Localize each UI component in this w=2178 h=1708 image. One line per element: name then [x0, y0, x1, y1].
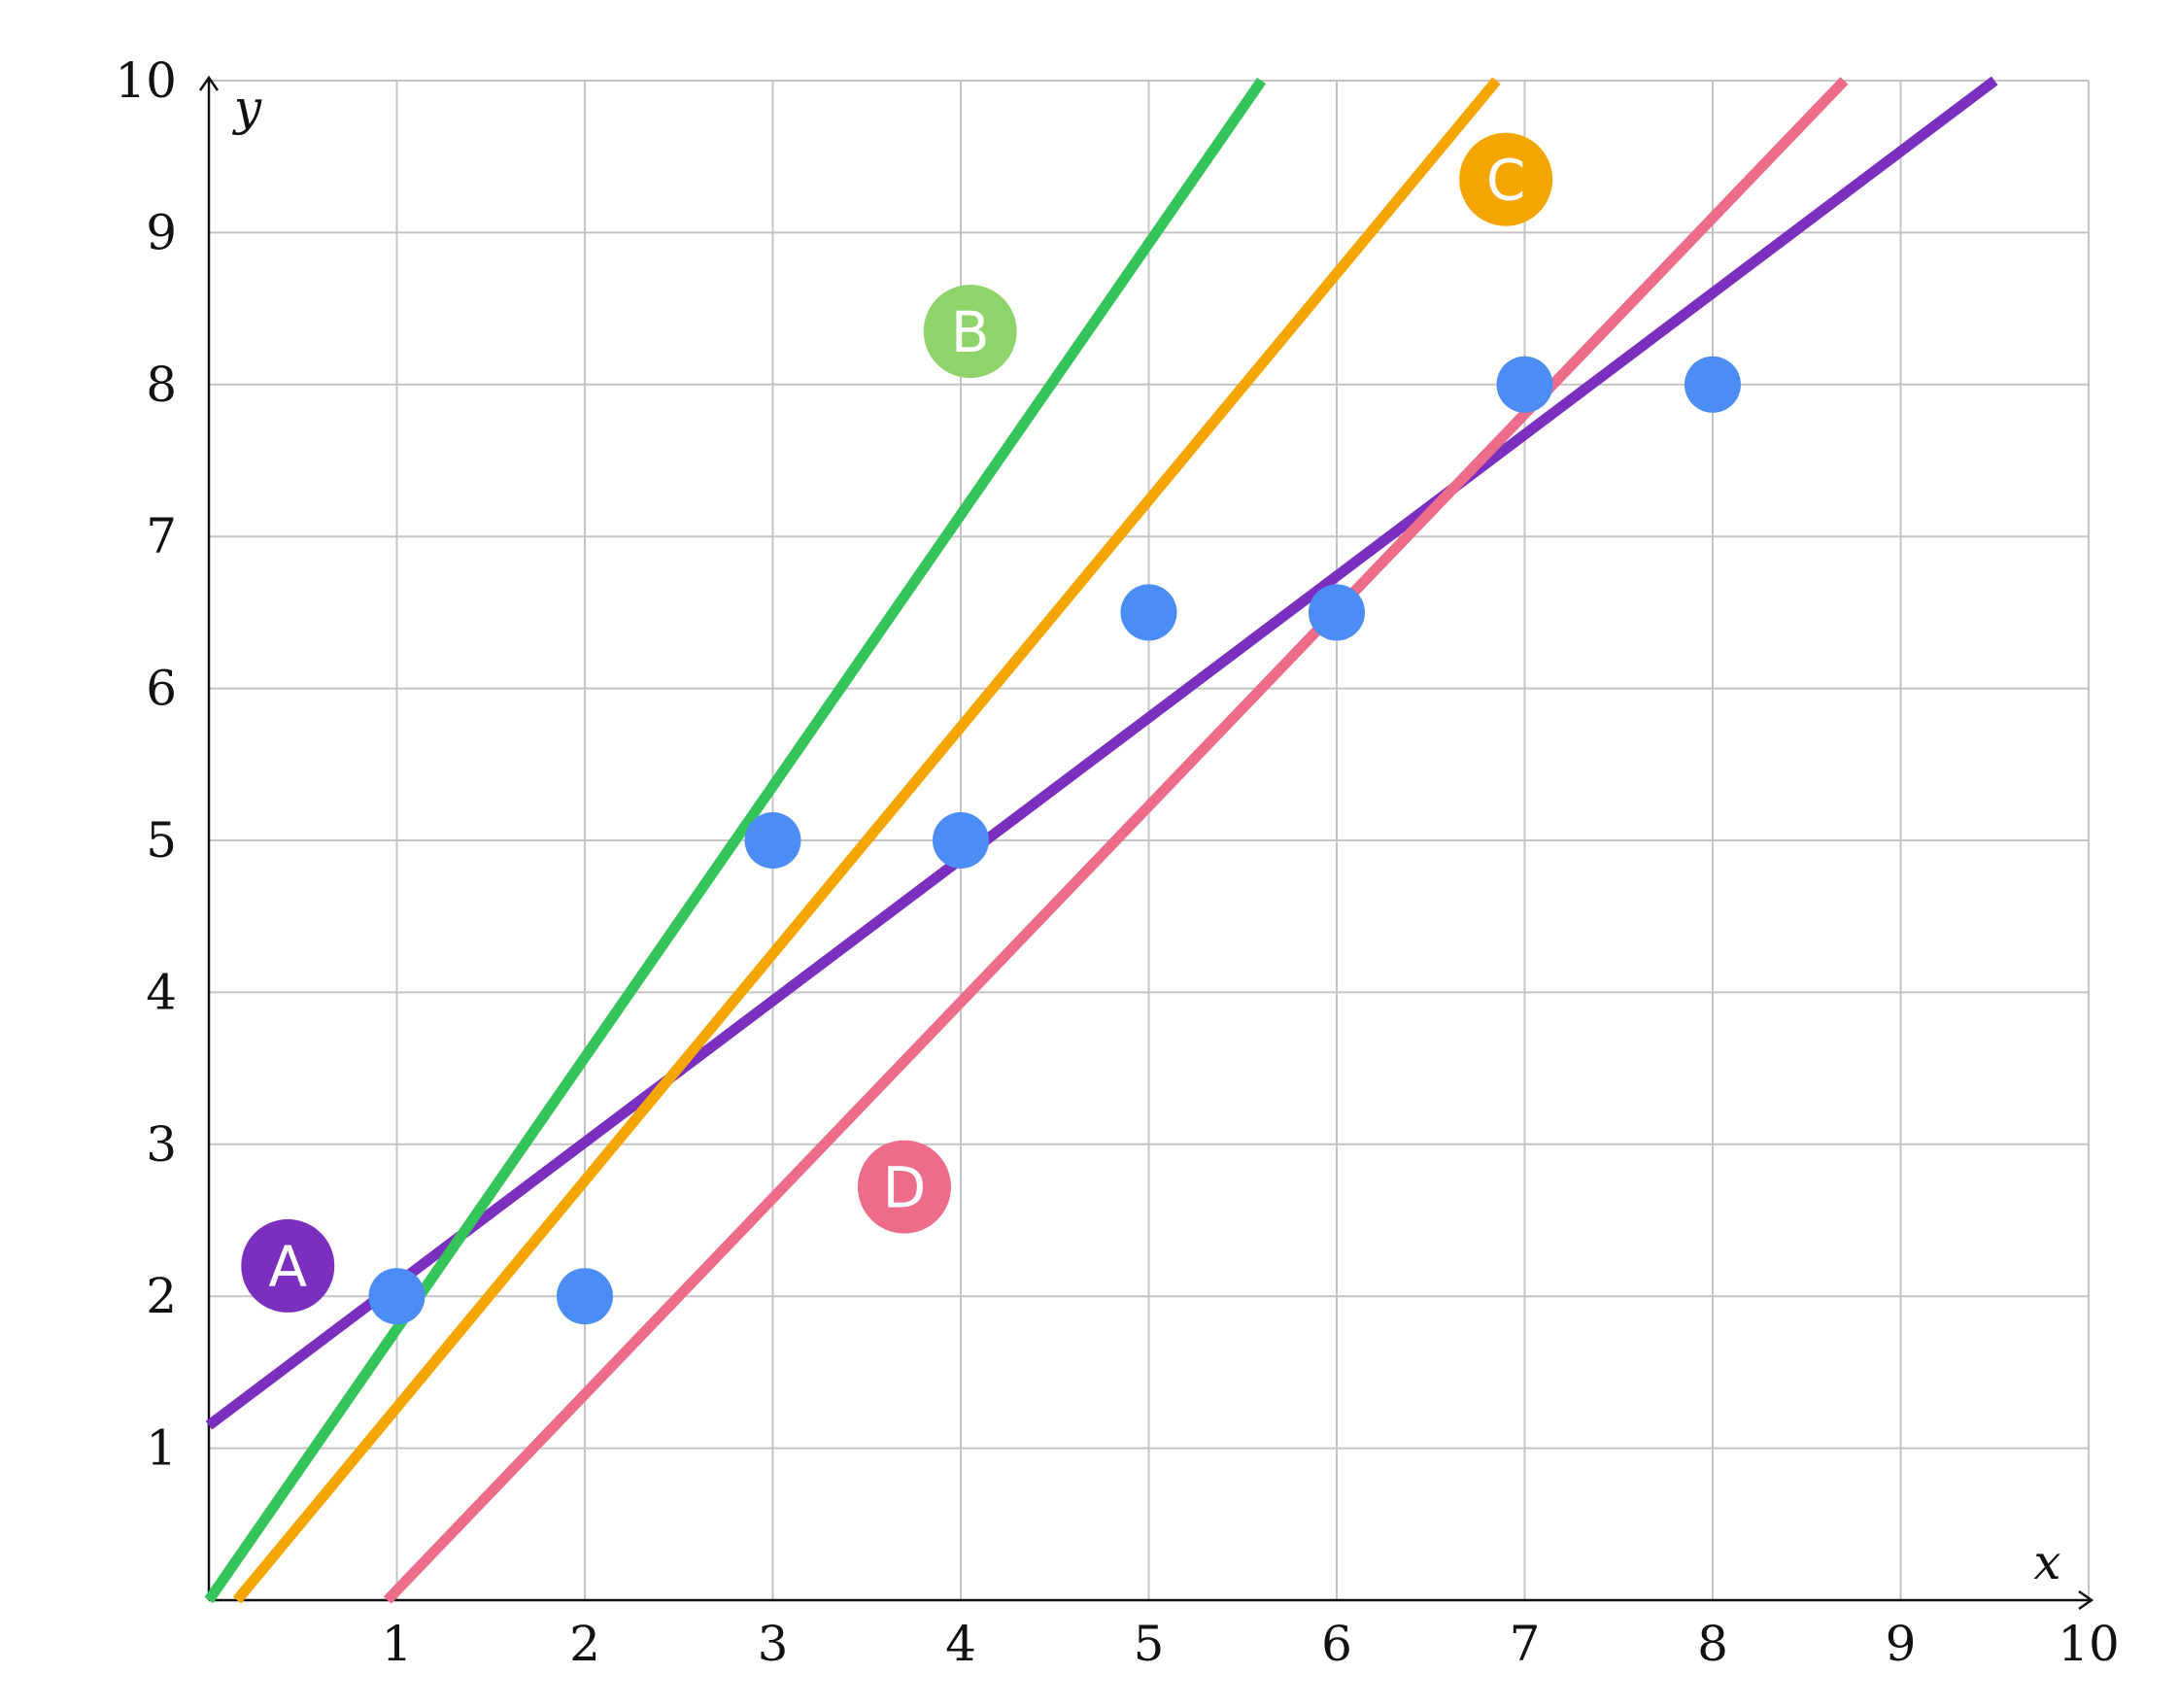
y-tick-label-3: 3	[146, 1116, 177, 1173]
line-label-b: B	[951, 299, 990, 365]
x-tick-label-8: 8	[1697, 1616, 1728, 1672]
x-tick-label-3: 3	[758, 1616, 789, 1672]
line-label-badge-d	[857, 1140, 951, 1234]
y-tick-label-1: 1	[146, 1420, 177, 1477]
data-point-2	[557, 1268, 613, 1325]
line-a	[205, 76, 1998, 1430]
x-tick-label-5: 5	[1134, 1616, 1165, 1672]
line-label-d: D	[883, 1155, 927, 1221]
tick-labels: 1 2 3 4 5 6 7 8 9 10 1 2 3 4 5 6 7 8 9 10	[115, 52, 2119, 1672]
x-axis-title: x	[2033, 1534, 2060, 1590]
y-tick-label-2: 2	[146, 1268, 177, 1324]
y-tick-label-7: 7	[146, 508, 177, 564]
axes	[198, 75, 2094, 1611]
data-point-3	[744, 812, 801, 869]
line-label-a: A	[268, 1234, 307, 1300]
x-axis-arrow-icon	[2078, 1589, 2094, 1611]
y-axis-title: y	[232, 80, 262, 136]
line-label-badge-c	[1459, 132, 1553, 226]
data-point-7	[1496, 356, 1553, 413]
y-tick-label-10: 10	[115, 52, 177, 109]
x-tick-label-10: 10	[2058, 1616, 2120, 1672]
x-tick-label-6: 6	[1321, 1616, 1352, 1672]
x-tick-label-1: 1	[382, 1616, 413, 1672]
data-point-6	[1309, 584, 1365, 641]
y-tick-label-4: 4	[146, 964, 177, 1020]
data-point-8	[1685, 356, 1741, 413]
x-tick-label-7: 7	[1510, 1616, 1541, 1672]
grid	[209, 80, 2090, 1600]
data-point-4	[933, 812, 989, 869]
line-c	[232, 77, 1501, 1604]
y-tick-label-6: 6	[146, 661, 177, 717]
x-tick-label-9: 9	[1886, 1616, 1917, 1672]
y-tick-label-9: 9	[146, 204, 177, 260]
line-label-c: C	[1486, 148, 1526, 214]
data-point-5	[1120, 584, 1177, 641]
line-b	[204, 77, 1267, 1604]
y-axis-arrow-icon	[198, 75, 220, 91]
data-point-1	[368, 1268, 425, 1325]
line-label-badge-b	[923, 285, 1017, 379]
fit-lines	[204, 76, 1998, 1604]
x-tick-label-2: 2	[569, 1616, 600, 1672]
x-tick-label-4: 4	[945, 1616, 976, 1672]
line-d	[383, 77, 1849, 1604]
line-label-badge-a	[241, 1218, 335, 1313]
y-tick-label-5: 5	[146, 812, 177, 869]
data-points	[368, 356, 1741, 1325]
line-labels: A B C D	[241, 132, 1553, 1313]
y-tick-label-8: 8	[146, 357, 177, 413]
